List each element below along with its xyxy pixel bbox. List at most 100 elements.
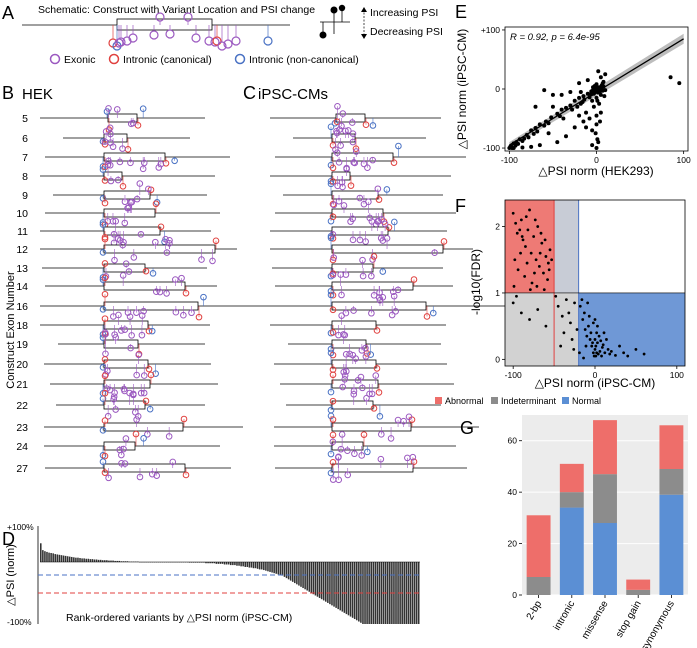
construct-b-variant-marker <box>198 256 205 263</box>
panel-e-point <box>584 110 589 115</box>
construct-b-variant-marker <box>122 260 130 268</box>
panel-d-bar <box>316 562 319 597</box>
construct-c-variant-marker <box>359 256 366 264</box>
construct-c-variant-marker <box>327 412 335 420</box>
construct-b-variant-marker <box>149 270 157 277</box>
panel-d-bar <box>252 562 255 569</box>
panel-f-point <box>534 258 538 262</box>
construct-c-variant-marker <box>366 214 374 222</box>
construct-c-variant-marker <box>347 182 355 189</box>
construct-b-variant-marker <box>209 257 216 265</box>
construct-c-variant-marker <box>337 445 345 453</box>
construct-c-variant-marker <box>327 234 335 242</box>
panel-f-point <box>602 331 606 335</box>
panel-d-bar <box>260 562 263 570</box>
construct-c-exon-box <box>331 208 384 218</box>
panel-f-point <box>532 235 536 238</box>
panel-d-bar <box>244 562 247 567</box>
construct-c-variant-marker <box>327 291 335 299</box>
panel-d-bar <box>110 560 112 562</box>
panel-e-point <box>537 122 542 127</box>
construct-c-variant-marker <box>376 413 384 420</box>
panel-f-xtick-label: 100 <box>670 370 684 380</box>
key-up-dot-2 <box>338 4 346 12</box>
construct-b-variant-marker <box>180 311 187 319</box>
panel-e-point <box>677 81 682 86</box>
panel-f-point <box>519 251 522 255</box>
panel-e-point <box>546 131 551 136</box>
construct-b-variant-marker <box>126 313 134 320</box>
construct-c-variant-marker <box>358 452 365 459</box>
construct-c-variant-marker <box>329 329 337 336</box>
construct-c-variant-marker <box>383 235 391 242</box>
panel-e: E R = 0.92, p = 6.4e-95 -100 0 100 -100 0 +10… <box>455 2 691 178</box>
panel-f-point <box>591 341 594 345</box>
panel-d-bar <box>203 562 205 563</box>
panel-d-bar <box>44 551 46 562</box>
construct-b-variant-marker <box>140 435 147 442</box>
panel-e-point <box>550 92 555 97</box>
panel-d-ylabel: △PSI (norm) <box>5 544 17 606</box>
panel-f-point <box>606 348 610 351</box>
construct-c-exon-box <box>331 422 412 432</box>
construct-b-variant-marker <box>212 237 220 245</box>
exon-number-label: 16 <box>16 301 28 313</box>
panel-f-point <box>580 298 584 301</box>
legend-noncanonical-label: Intronic (non-canonical) <box>249 54 359 66</box>
exon-number-label: 14 <box>16 281 28 293</box>
construct-c-variant-marker <box>332 146 339 153</box>
panel-d-bar <box>238 562 240 566</box>
construct-c-variant-marker <box>376 289 383 296</box>
construct-c-variant-marker <box>338 431 346 438</box>
construct-c-variant-marker <box>349 130 357 137</box>
construct-b-variant-marker <box>101 199 109 207</box>
panel-e-point <box>584 125 589 130</box>
construct-c-variant-marker <box>340 368 348 376</box>
panel-g-ytick-label: 40 <box>508 487 518 497</box>
panel-e-xtick-label: 100 <box>677 155 691 165</box>
panel-f-point <box>521 238 525 242</box>
exon-number-label: 7 <box>22 152 28 164</box>
panel-e-point <box>533 104 538 109</box>
panel-e-point <box>557 114 562 119</box>
panel-f-point <box>588 338 592 341</box>
panel-e-point <box>559 107 564 112</box>
panel-d-bar <box>221 562 224 564</box>
panel-d-bar <box>236 562 238 566</box>
panel-f-point <box>582 356 585 360</box>
panel-d-bar <box>101 560 104 562</box>
panel-f-point <box>546 261 550 265</box>
panel-c-letter: C <box>243 83 256 103</box>
panel-d-bar <box>46 551 48 562</box>
panel-f-point <box>540 241 544 245</box>
construct-c-variant-marker <box>340 331 347 338</box>
panel-e-point <box>533 125 538 130</box>
panel-f-point <box>589 331 593 335</box>
construct-c-variant-marker <box>338 312 345 319</box>
panel-f: F -100 0 100 0 1 2 △PSI norm (iPSC-CM) -log10… <box>455 196 686 390</box>
legend-abnormal-label: Abnormal <box>445 396 484 406</box>
construct-b-variant-marker <box>148 327 156 335</box>
panel-f-point <box>601 343 605 347</box>
panel-d-ybottom: -100% <box>7 617 32 627</box>
construct-b-exon-box <box>103 152 166 162</box>
construct-b-variant-marker <box>128 332 135 339</box>
panel-d-bar <box>339 562 342 611</box>
construct-c-exon-box <box>331 281 414 291</box>
construct-b-variant-marker <box>127 120 135 128</box>
construct-c-variant-marker <box>364 164 371 172</box>
panel-c-title: iPSC-CMs <box>258 86 328 103</box>
construct-c-variant-marker <box>377 455 385 463</box>
construct-c-variant-marker <box>347 218 354 225</box>
panel-d-bar <box>196 562 199 563</box>
construct-c-variant-marker <box>338 291 345 299</box>
legend-indeterminant-label: Indeterminant <box>501 396 557 406</box>
panel-d-bar <box>194 562 197 563</box>
panel-f-point <box>583 328 587 331</box>
panel-f-point <box>524 215 528 219</box>
construct-b-variant-marker <box>114 176 122 184</box>
panel-e-xlabel: △PSI norm (HEK293) <box>538 164 653 178</box>
construct-b-variant-marker <box>148 470 156 478</box>
construct-b-variant-marker <box>118 327 125 334</box>
panel-d-bar <box>240 562 242 567</box>
